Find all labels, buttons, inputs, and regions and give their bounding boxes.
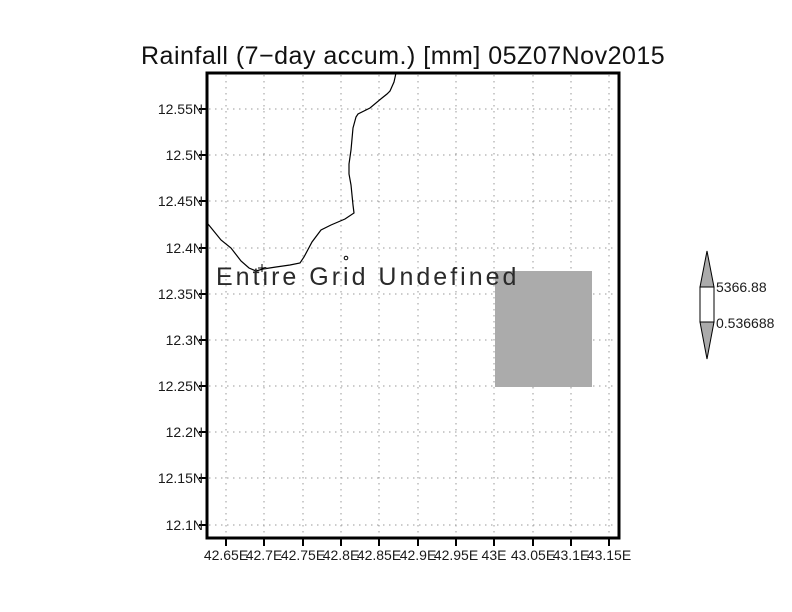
y-tick-label: 12.5N	[165, 147, 203, 163]
x-tick-label: 42.75E	[280, 547, 326, 563]
y-tick-label: 12.55N	[157, 101, 203, 117]
undefined-grid-message: Entire Grid Undefined	[216, 263, 520, 291]
undefined-region-rect	[495, 271, 592, 387]
y-tick-label: 12.45N	[157, 193, 203, 209]
colorbar-up-arrow	[699, 250, 715, 288]
map-frame	[205, 71, 621, 540]
y-tick-label: 12.2N	[165, 424, 203, 440]
y-axis-ticks	[199, 108, 206, 526]
y-tick-label: 12.1N	[165, 517, 203, 533]
plus-marker-icon	[258, 264, 266, 272]
x-tick-label: 42.7E	[245, 547, 283, 563]
x-tick-label: 43E	[481, 547, 507, 563]
colorbar-bar	[699, 286, 715, 323]
x-tick-label: 42.9E	[399, 547, 437, 563]
y-tick-label: 12.25N	[157, 378, 203, 394]
x-tick-label: 43.1E	[552, 547, 590, 563]
y-tick-label: 12.3N	[165, 332, 203, 348]
plot-title: Rainfall (7−day accum.) [mm] 05Z07Nov201…	[141, 42, 666, 70]
y-tick-label: 12.35N	[157, 286, 203, 302]
dot-marker-icon	[343, 255, 349, 261]
x-tick-label: 42.85E	[356, 547, 402, 563]
y-tick-label: 12.4N	[165, 240, 203, 256]
y-tick-label: 12.15N	[157, 470, 203, 486]
x-tick-label: 42.65E	[203, 547, 249, 563]
x-tick-label: 43.15E	[586, 547, 632, 563]
x-axis-ticks	[225, 539, 610, 546]
colorbar	[699, 250, 715, 360]
colorbar-down-arrow	[699, 321, 715, 360]
colorbar-min-label: 0.536688	[716, 315, 775, 331]
colorbar-max-label: 5366.88	[716, 279, 767, 295]
coastline-path	[207, 72, 397, 272]
grid-lines	[209, 75, 617, 536]
x-tick-label: 43.05E	[510, 547, 556, 563]
x-tick-label: 42.95E	[433, 547, 479, 563]
x-tick-label: 42.8E	[322, 547, 360, 563]
